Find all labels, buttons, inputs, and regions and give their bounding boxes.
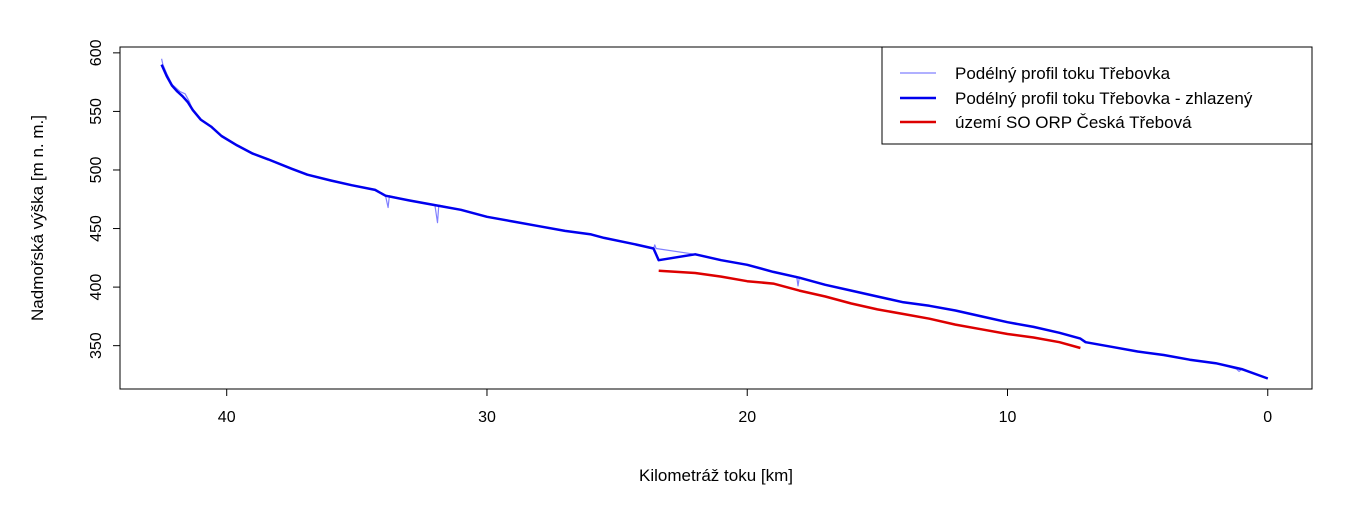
x-axis-title: Kilometráž toku [km] <box>639 466 793 485</box>
y-tick-label: 500 <box>88 157 105 184</box>
y-tick-label: 400 <box>88 274 105 301</box>
x-tick-label: 10 <box>999 409 1017 426</box>
x-tick-label: 0 <box>1263 409 1272 426</box>
legend-label-smoothed: Podélný profil toku Třebovka - zhlazený <box>955 89 1253 108</box>
x-tick-label: 20 <box>738 409 756 426</box>
plot-lines <box>160 58 1269 380</box>
series-line-smoothed <box>160 64 1269 380</box>
legend-box <box>881 46 1313 145</box>
y-tick-label: 600 <box>88 39 105 66</box>
x-tick-label: 30 <box>478 409 496 426</box>
y-tick-label: 450 <box>88 215 105 242</box>
plot-frame <box>119 46 1313 390</box>
legend-label-raw: Podélný profil toku Třebovka <box>955 64 1171 83</box>
y-tick-label: 550 <box>88 98 105 125</box>
legend-label-orp: území SO ORP Česká Třebová <box>955 113 1192 132</box>
series-line-orp <box>658 269 1081 350</box>
x-tick-label: 40 <box>218 409 236 426</box>
y-tick-label: 350 <box>88 332 105 359</box>
legend: Podélný profil toku Třebovka Podélný pro… <box>881 46 1313 145</box>
y-axis: 350 400 450 500 550 600 <box>88 39 120 359</box>
y-axis-title: Nadmořská výška [m n. m.] <box>28 115 47 321</box>
x-axis: 40 30 20 10 0 <box>218 389 1272 426</box>
